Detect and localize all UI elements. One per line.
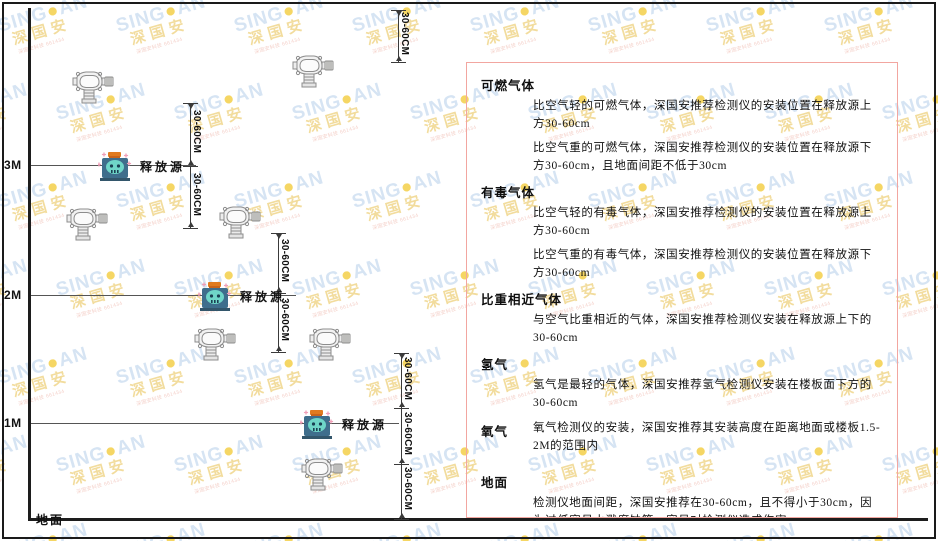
dim-arrow: [396, 56, 402, 61]
panel-paragraph: 比空气重的有毒气体，深国安推荐检测仪的安装位置在释放源下方30-60cm: [533, 249, 872, 279]
panel-paragraph: 氢气是最轻的气体，深国安推荐氢气检测仪安装在楼板面下方的30-60cm: [533, 379, 872, 409]
dim-arrow: [188, 222, 194, 227]
dim-tick: [391, 62, 406, 63]
source-3m-icon: [96, 152, 132, 182]
panel-paragraph: 氧气检测仪的安装，深国安推荐其安装高度在距离地面或楼板1.5-2M的范围内: [533, 422, 881, 452]
dimension-label: 30-60CM: [399, 12, 410, 56]
dim-tick: [394, 463, 409, 465]
dim-arrow: [399, 457, 405, 463]
dim-arrow: [399, 513, 405, 518]
panel-section-heading: 地面: [481, 476, 509, 490]
top-right-dim: [398, 10, 399, 62]
detector-center-low-icon: [190, 325, 236, 361]
panel-section: 可燃气体比空气轻的可燃气体，深国安推荐检测仪的安装位置在释放源上方30-60cm…: [481, 75, 883, 175]
panel-section-heading: 有毒气体: [481, 186, 536, 200]
dimension-label: 30-60CM: [402, 356, 413, 400]
dim-tick: [271, 352, 286, 353]
detector-top-left-icon: [68, 68, 114, 104]
dim-tick: [394, 353, 409, 354]
dim-arrow: [276, 346, 282, 351]
panel-section-heading: 可燃气体: [481, 79, 536, 93]
dim-arrow: [276, 286, 282, 292]
vertical-axis: [28, 8, 31, 520]
lower-right-dim: [401, 353, 402, 519]
release-source-label: 释放源: [342, 418, 388, 432]
dim-arrow: [399, 354, 405, 359]
dim-tick: [183, 165, 198, 167]
panel-section-body: 检测仪地面间距，深国安推荐在30-60cm，且不得小于30cm，因为过低容易水溅…: [533, 494, 883, 517]
panel-section-body: 氢气是最轻的气体，深国安推荐氢气检测仪安装在楼板面下方的30-60cm: [533, 376, 883, 412]
panel-paragraph: 比空气轻的有毒气体，深国安推荐检测仪的安装位置在释放源上方30-60cm: [533, 207, 872, 237]
detector-left-mid-icon: [62, 205, 108, 241]
dim-tick: [394, 408, 409, 410]
panel-section-heading: 氢气: [481, 358, 509, 372]
dim-tick: [394, 519, 409, 520]
dimension-label: 30-60CM: [279, 238, 290, 282]
detector-top-center-icon: [288, 52, 334, 88]
axis-level-line-1m: [31, 423, 399, 424]
dimension-label: 30-60CM: [191, 110, 202, 154]
panel-section-body: 比空气轻的可燃气体，深国安推荐检测仪的安装位置在释放源上方30-60cm 比空气重…: [533, 97, 883, 175]
ground-baseline: [28, 518, 928, 521]
panel-paragraph: 比空气轻的可燃气体，深国安推荐检测仪的安装位置在释放源上方30-60cm: [533, 100, 872, 130]
detector-right-mid-icon: [305, 325, 351, 361]
dim-arrow: [276, 234, 282, 239]
panel-section-heading: 比重相近气体: [481, 293, 563, 307]
dim-tick: [183, 228, 198, 229]
release-source-label: 释放源: [240, 290, 286, 304]
panel-section: 氧气 氧气检测仪的安装，深国安推荐其安装高度在距离地面或楼板1.5-2M的范围内: [481, 419, 883, 468]
source-2m-icon: [196, 282, 232, 312]
panel-section-body: 与空气比重相近的气体，深国安推荐检测仪安装在释放源上下的30-60cm: [533, 311, 883, 347]
dim-arrow: [188, 104, 194, 109]
guidance-panel: 可燃气体比空气轻的可燃气体，深国安推荐检测仪的安装位置在释放源上方30-60cm…: [466, 62, 898, 518]
panel-section: 氢气氢气是最轻的气体，深国安推荐氢气检测仪安装在楼板面下方的30-60cm: [481, 354, 883, 412]
dim-tick: [271, 233, 286, 234]
dim-arrow: [396, 11, 402, 16]
panel-paragraph: 比空气重的可燃气体，深国安推荐检测仪的安装位置在释放源下方30-60cm，且地面…: [533, 142, 872, 172]
ground-label: 地面: [36, 513, 65, 527]
detector-center-mid-icon: [215, 203, 261, 239]
release-source-leader: [387, 423, 399, 424]
panel-section-body: 氧气检测仪的安装，深国安推荐其安装高度在距离地面或楼板1.5-2M的范围内: [533, 419, 883, 461]
panel-section-body: 比空气轻的有毒气体，深国安推荐检测仪的安装位置在释放源上方30-60cm 比空气重…: [533, 204, 883, 282]
panel-section: 有毒气体比空气轻的有毒气体，深国安推荐检测仪的安装位置在释放源上方30-60cm…: [481, 182, 883, 282]
axis-level-line-2m: [31, 295, 296, 296]
axis-level-label-3m: 3M: [4, 158, 22, 172]
dim-tick: [391, 10, 406, 11]
dimension-label: 30-60CM: [191, 172, 202, 216]
axis-level-label-1m: 1M: [4, 416, 22, 430]
release-source-label: 释放源: [140, 160, 186, 174]
panel-paragraph: 检测仪地面间距，深国安推荐在30-60cm，且不得小于30cm，因为过低容易水溅…: [533, 497, 873, 517]
panel-section-heading: 氧气: [481, 425, 509, 439]
dim-arrow: [188, 159, 194, 165]
dimension-label: 30-60CM: [402, 467, 413, 511]
dim-tick: [271, 292, 286, 294]
dimension-label: 30-60CM: [402, 412, 413, 456]
source-1m-icon: [298, 410, 334, 440]
release-source-leader: [185, 165, 196, 166]
release-source-leader: [285, 295, 296, 296]
panel-section: 地面检测仪地面间距，深国安推荐在30-60cm，且不得小于30cm，因为过低容易…: [481, 472, 883, 517]
detector-bottom-mid-icon: [297, 455, 343, 491]
panel-section: 比重相近气体与空气比重相近的气体，深国安推荐检测仪安装在释放源上下的30-60c…: [481, 289, 883, 347]
dim-tick: [183, 103, 198, 104]
dim-arrow: [399, 402, 405, 408]
axis-level-label-2m: 2M: [4, 288, 22, 302]
panel-paragraph: 与空气比重相近的气体，深国安推荐检测仪安装在释放源上下的30-60cm: [533, 314, 872, 344]
